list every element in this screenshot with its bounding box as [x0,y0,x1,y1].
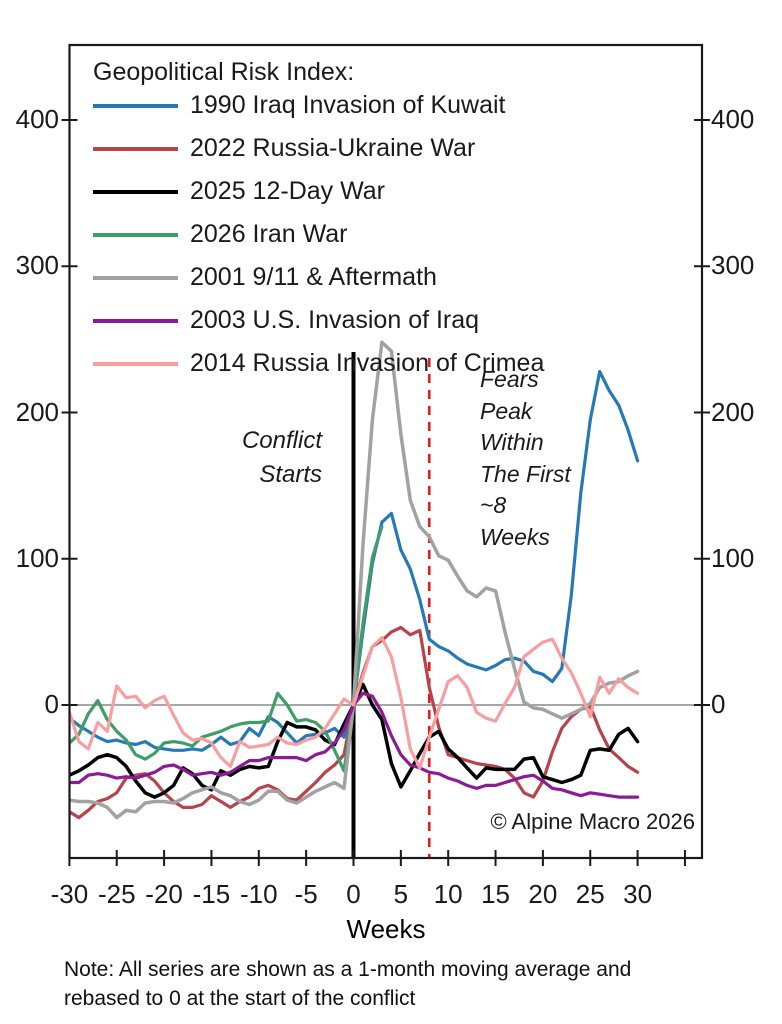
x-tick-label--10: -10 [240,879,278,909]
legend-swatch-1 [93,146,178,151]
x-tick-label-30: 30 [623,879,653,909]
legend-swatch-3 [93,232,178,237]
y-tick-label-right-400: 400 [711,104,755,134]
y-tick-label-right-100: 100 [711,542,755,573]
legend-swatch-4 [93,275,178,280]
fears-peak-line5: ~8 [480,492,507,518]
y-tick-label-right-0: 0 [711,689,726,719]
legend-label-6: 2014 Russia Invasion of Crimea [190,349,545,377]
legend-item-2: 2025 12-Day War [93,170,544,213]
x-tick-label-10: 10 [433,879,463,909]
legend-swatch-5 [93,318,178,323]
legend-item-1: 2022 Russia-Ukraine War [93,127,544,170]
y-tick-label-right-300: 300 [711,250,755,281]
chart-title: Geopolitical Risk Index: [93,58,355,86]
series-line-3 [69,525,384,773]
legend-item-6: 2014 Russia Invasion of Crimea [93,342,544,385]
fears-peak-line6: Weeks [480,523,550,550]
legend-item-5: 2003 U.S. Invasion of Iraq [93,299,544,342]
legend-swatch-2 [93,189,178,194]
x-tick-label-15: 15 [481,879,511,909]
legend-label-1: 2022 Russia-Ukraine War [190,134,476,162]
legend-label-5: 2003 U.S. Invasion of Iraq [190,306,480,334]
plot-frame [68,43,704,860]
x-tick-label-0: 0 [346,879,361,909]
legend-label-2: 2025 12-Day War [190,177,385,205]
legend: 1990 Iraq Invasion of Kuwait 2022 Russia-… [93,84,544,385]
x-tick-label--20: -20 [145,879,183,909]
y-tick-label-right-200: 200 [711,396,755,427]
x-tick-label--15: -15 [192,879,231,909]
legend-item-3: 2026 Iran War [93,213,544,256]
legend-label-3: 2026 Iran War [190,220,348,248]
legend-item-0: 1990 Iraq Invasion of Kuwait [93,84,544,127]
legend-item-4: 2001 9/11 & Aftermath [93,256,544,299]
y-tick-label-left-100: 100 [15,542,59,573]
fears-peak-line3: Within [480,429,544,455]
series-line-6 [69,636,640,770]
fears-peak-line2: Peak [480,397,533,424]
axis-ticks [61,119,710,866]
conflict-starts-line1: Conflict [241,427,322,454]
y-tick-label-left-0: 0 [44,689,59,719]
copyright-text: © Alpine Macro 2026 [490,809,695,834]
x-tick-label-20: 20 [528,879,558,909]
fears-peak-line1: Fears [480,366,539,392]
x-tick-label-25: 25 [575,879,605,909]
footnote: Note: All series are shown as a 1-month … [64,956,631,1013]
fears-peak-line4: The First [480,460,571,487]
x-axis-title: Weeks [346,914,426,944]
conflict-starts-annotation: Conflict Starts [242,424,322,492]
y-tick-label-left-400: 400 [15,104,59,134]
legend-swatch-0 [93,103,178,108]
conflict-starts-line2: Starts [259,461,322,488]
legend-label-0: 1990 Iraq Invasion of Kuwait [190,91,506,119]
x-tick-label--5: -5 [294,879,318,909]
footnote-line1: Note: All series are shown as a 1-month … [64,958,632,981]
legend-label-4: 2001 9/11 & Aftermath [190,263,437,291]
x-tick-label--30: -30 [50,879,89,909]
legend-swatch-6 [93,361,178,366]
footnote-line2: rebased to 0 at the start of the conflic… [64,986,416,1010]
x-tick-label--25: -25 [97,879,136,909]
x-tick-label-5: 5 [393,879,409,909]
y-tick-label-left-300: 300 [15,250,59,281]
series-group [69,340,640,820]
fears-peak-annotation: Fears Peak Within The First ~8 Weeks [480,364,571,553]
y-tick-label-left-200: 200 [15,396,59,427]
